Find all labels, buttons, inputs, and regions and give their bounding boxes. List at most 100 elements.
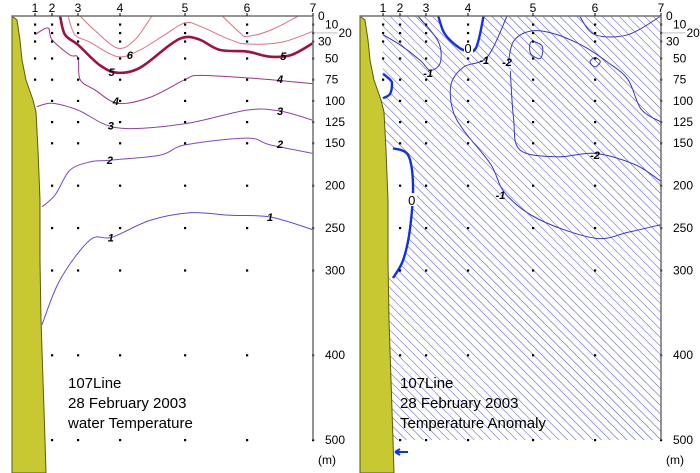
sample-point bbox=[246, 354, 249, 357]
sample-point bbox=[77, 99, 80, 102]
sample-point bbox=[594, 121, 597, 124]
sample-point bbox=[425, 40, 428, 43]
station-label: 6 bbox=[592, 1, 599, 15]
sample-point bbox=[77, 269, 80, 272]
contour-label: 6 bbox=[127, 50, 134, 62]
sample-point bbox=[77, 31, 80, 35]
contour-label: 0 bbox=[408, 193, 415, 208]
sample-point bbox=[382, 78, 385, 81]
sample-point bbox=[532, 78, 535, 81]
coastline-land bbox=[359, 14, 395, 473]
sample-point bbox=[246, 269, 249, 272]
sample-point bbox=[34, 78, 37, 81]
sample-point bbox=[660, 439, 663, 442]
contour-label: 1 bbox=[267, 212, 273, 224]
sample-point bbox=[467, 142, 470, 145]
station-label: 4 bbox=[117, 1, 124, 15]
caption-line: 28 February 2003 bbox=[400, 395, 518, 412]
sample-point bbox=[312, 439, 315, 442]
sample-point bbox=[119, 31, 122, 35]
sample-point bbox=[532, 142, 535, 145]
sample-point bbox=[399, 354, 402, 357]
sample-point bbox=[399, 142, 402, 145]
depth-tick-label: 10 bbox=[325, 17, 339, 31]
sample-point bbox=[246, 31, 249, 35]
sample-point bbox=[246, 227, 249, 230]
caption-line: 28 February 2003 bbox=[68, 395, 186, 412]
sample-point bbox=[77, 23, 80, 26]
sample-point bbox=[594, 78, 597, 81]
sample-point bbox=[51, 439, 54, 442]
station-label: 5 bbox=[530, 1, 537, 15]
station-label: 5 bbox=[182, 1, 189, 15]
sample-point bbox=[184, 99, 187, 102]
contour-line--2 bbox=[529, 40, 544, 60]
caption-line: 107Line bbox=[400, 375, 453, 392]
depth-tick-label: 75 bbox=[325, 73, 339, 87]
sample-point bbox=[34, 57, 37, 60]
contour-line-1 bbox=[41, 212, 314, 325]
sample-point bbox=[51, 99, 54, 102]
sample-point bbox=[184, 269, 187, 272]
sample-point bbox=[594, 99, 597, 102]
zero-anomaly-contour bbox=[382, 72, 394, 100]
contour-line--2 bbox=[507, 30, 662, 123]
caption-line: Temperature Anomaly bbox=[400, 415, 546, 432]
sample-point bbox=[467, 184, 470, 187]
sample-point bbox=[532, 184, 535, 187]
contour-line-6 bbox=[221, 15, 299, 38]
sample-point bbox=[51, 269, 54, 272]
station-label: 7 bbox=[310, 1, 317, 15]
sample-point bbox=[532, 23, 535, 26]
sample-point bbox=[467, 99, 470, 102]
sample-point bbox=[425, 439, 428, 442]
sample-point bbox=[119, 184, 122, 187]
sample-point bbox=[119, 57, 122, 60]
caption-line: water Temperature bbox=[67, 415, 193, 432]
contour-label: -1 bbox=[423, 68, 433, 80]
depth-tick-label: 400 bbox=[325, 348, 345, 362]
contour-label: 4 bbox=[112, 96, 119, 108]
sample-point bbox=[246, 142, 249, 145]
sample-point bbox=[425, 57, 428, 60]
contour-line-6 bbox=[79, 15, 153, 50]
sample-point bbox=[51, 31, 54, 35]
sample-point bbox=[246, 23, 249, 26]
depth-tick-label: 0 bbox=[666, 9, 673, 23]
contour-label: 0 bbox=[464, 41, 471, 56]
contour-label-bg bbox=[407, 193, 417, 207]
depth-tick-label: 30 bbox=[318, 34, 332, 48]
contour-label: -2 bbox=[590, 150, 600, 162]
sample-point bbox=[246, 184, 249, 187]
sample-point bbox=[77, 439, 80, 442]
sample-point bbox=[532, 354, 535, 357]
sample-point bbox=[399, 23, 402, 26]
sample-point bbox=[119, 227, 122, 230]
depth-tick-label: 125 bbox=[325, 115, 345, 129]
contour-label: -1 bbox=[479, 55, 489, 67]
sample-point bbox=[425, 269, 428, 272]
depth-tick-label: 400 bbox=[673, 348, 693, 362]
contour-line--2 bbox=[509, 71, 662, 182]
sample-point bbox=[382, 31, 385, 35]
sample-point bbox=[399, 99, 402, 102]
sample-point bbox=[425, 354, 428, 357]
station-label: 4 bbox=[465, 1, 472, 15]
depth-tick-label: 300 bbox=[673, 263, 693, 277]
contour-label: 2 bbox=[106, 155, 113, 167]
sample-point bbox=[532, 439, 535, 442]
zero-anomaly-contour bbox=[437, 15, 485, 54]
sample-point bbox=[532, 57, 535, 60]
sample-point bbox=[594, 23, 597, 26]
contour-label: 1 bbox=[108, 232, 114, 244]
sample-point bbox=[51, 184, 54, 187]
depth-tick-label: 200 bbox=[325, 179, 345, 193]
sample-point bbox=[119, 354, 122, 357]
sample-point bbox=[34, 40, 37, 43]
sample-point bbox=[246, 78, 249, 81]
zero-anomaly-contour bbox=[391, 147, 415, 279]
sample-point bbox=[399, 31, 402, 35]
sample-point bbox=[77, 121, 80, 124]
station-label: 1 bbox=[32, 1, 39, 15]
contour-label: 5 bbox=[280, 51, 287, 63]
